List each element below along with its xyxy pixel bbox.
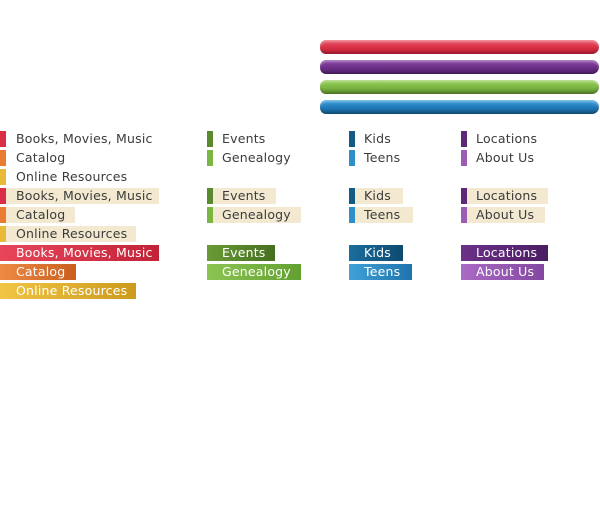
red-bar: [320, 40, 599, 54]
nav-kids-normal[interactable]: Kids: [349, 131, 404, 147]
nav-label: Catalog: [16, 207, 66, 222]
nav-teens-active[interactable]: Teens: [349, 264, 412, 280]
nav-label: Locations: [476, 245, 538, 260]
nav-label: Books, Movies, Music: [16, 245, 153, 260]
nav-genealogy-normal[interactable]: Genealogy: [207, 150, 302, 166]
nav-label: Genealogy: [222, 207, 291, 222]
nav-label: Locations: [476, 188, 538, 203]
nav-locations-hover[interactable]: Locations: [461, 188, 548, 204]
blue-bar: [320, 100, 599, 114]
nav-genealogy-hover[interactable]: Genealogy: [207, 207, 301, 223]
nav-label: Teens: [364, 207, 401, 222]
nav-label: Books, Movies, Music: [16, 188, 153, 203]
nav-books-normal[interactable]: Books, Movies, Music: [0, 131, 160, 147]
nav-label: Locations: [476, 131, 538, 146]
nav-locations-normal[interactable]: Locations: [461, 131, 551, 147]
nav-online-active[interactable]: Online Resources: [0, 283, 136, 299]
nav-about-hover[interactable]: About Us: [461, 207, 545, 223]
nav-events-active[interactable]: Events: [207, 245, 275, 261]
nav-label: Kids: [364, 131, 391, 146]
nav-label: Kids: [364, 188, 391, 203]
nav-label: Events: [222, 131, 266, 146]
nav-label: Genealogy: [222, 150, 291, 165]
nav-label: Online Resources: [16, 283, 128, 298]
nav-label: Online Resources: [16, 169, 128, 184]
nav-label: Teens: [364, 264, 401, 279]
nav-about-normal[interactable]: About Us: [461, 150, 546, 166]
nav-catalog-hover[interactable]: Catalog: [0, 207, 75, 223]
nav-teens-normal[interactable]: Teens: [349, 150, 414, 166]
nav-label: Teens: [364, 150, 401, 165]
nav-label: About Us: [476, 207, 535, 222]
nav-online-hover[interactable]: Online Resources: [0, 226, 136, 242]
nav-kids-hover[interactable]: Kids: [349, 188, 403, 204]
nav-label: Books, Movies, Music: [16, 131, 153, 146]
nav-label: Events: [222, 245, 266, 260]
nav-books-active[interactable]: Books, Movies, Music: [0, 245, 159, 261]
nav-label: Events: [222, 188, 266, 203]
purple-bar: [320, 60, 599, 74]
nav-label: About Us: [476, 264, 535, 279]
nav-books-hover[interactable]: Books, Movies, Music: [0, 188, 159, 204]
nav-kids-active[interactable]: Kids: [349, 245, 403, 261]
nav-catalog-normal[interactable]: Catalog: [0, 150, 80, 166]
nav-label: Genealogy: [222, 264, 291, 279]
nav-label: About Us: [476, 150, 535, 165]
nav-locations-active[interactable]: Locations: [461, 245, 548, 261]
nav-online-normal[interactable]: Online Resources: [0, 169, 140, 185]
nav-events-hover[interactable]: Events: [207, 188, 276, 204]
nav-label: Kids: [364, 245, 391, 260]
nav-genealogy-active[interactable]: Genealogy: [207, 264, 301, 280]
green-bar: [320, 80, 599, 94]
nav-label: Catalog: [16, 264, 66, 279]
nav-label: Online Resources: [16, 226, 128, 241]
nav-events-normal[interactable]: Events: [207, 131, 277, 147]
nav-catalog-active[interactable]: Catalog: [0, 264, 76, 280]
nav-label: Catalog: [16, 150, 66, 165]
nav-teens-hover[interactable]: Teens: [349, 207, 413, 223]
nav-about-active[interactable]: About Us: [461, 264, 544, 280]
